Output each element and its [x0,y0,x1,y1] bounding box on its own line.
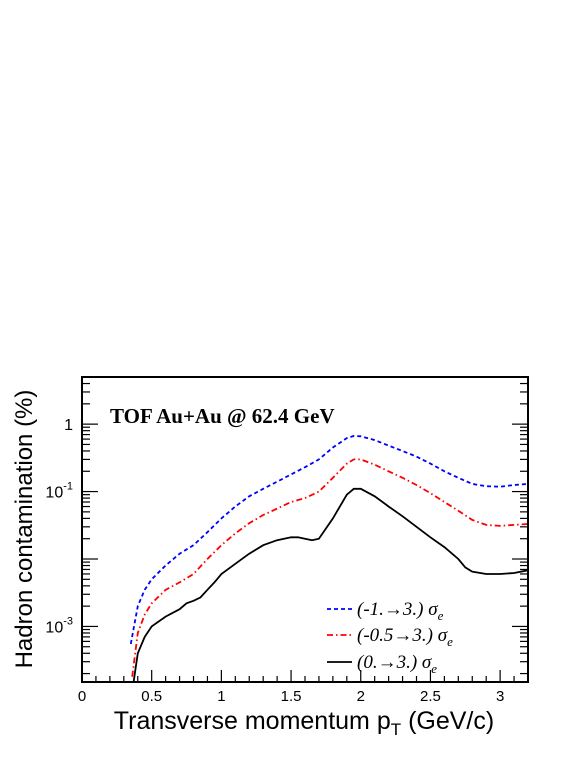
x-tick-label: 1.5 [281,688,302,705]
x-tick-label: 3 [496,688,504,705]
legend-label-1: (-1.→3.) σe [357,599,444,623]
y-tick-label-base: 1 [64,417,73,434]
legend-label-text: (-0.5→3.) σ [357,625,448,646]
x-tick-label: 1 [217,688,225,705]
y-tick-label: 10-1 [45,481,73,502]
x-tick-label: 2 [357,688,365,705]
y-tick-label: 10-3 [45,615,73,636]
legend-label-text: (-1.→3.) σ [357,599,438,620]
y-axis-label: Hadron contamination (%) [11,390,38,669]
y-tick-label-base: 10 [45,619,63,636]
y-tick-label-exponent: -1 [63,481,73,493]
legend-label-subscript: e [447,634,453,649]
series-line-3 [132,487,528,682]
chart-title: TOF Au+Au @ 62.4 GeV [110,404,335,428]
x-tick-label: 0.5 [141,688,162,705]
x-tick-label: 0 [78,688,86,705]
legend-label-text: (0.→3.) σ [357,652,432,673]
y-axis: 110-110-3 [45,376,528,675]
x-tick-label: 2.5 [420,688,441,705]
y-tick-label-base: 10 [45,485,63,502]
x-axis-label: Transverse momentum pT (GeV/c) [114,707,494,739]
legend: (-1.→3.) σe(-0.5→3.) σe(0.→3.) σe [327,599,453,676]
x-axis-label-unit: (GeV/c) [401,707,494,735]
legend-label-subscript: e [438,608,444,623]
y-tick-label: 1 [64,417,73,434]
x-axis-label-subscript: T [391,720,401,739]
series-line-1 [129,434,528,645]
y-tick-label-exponent: -3 [63,615,73,627]
legend-label-3: (0.→3.) σe [357,652,437,676]
x-axis: 0 0.5 1 1.5 2 2.5 3 [78,670,529,705]
series-line-2 [131,458,528,677]
x-axis-label-main: Transverse momentum p [114,707,391,735]
legend-label-2: (-0.5→3.) σe [357,625,453,649]
series-layer [129,434,528,682]
legend-label-subscript: e [431,661,437,676]
